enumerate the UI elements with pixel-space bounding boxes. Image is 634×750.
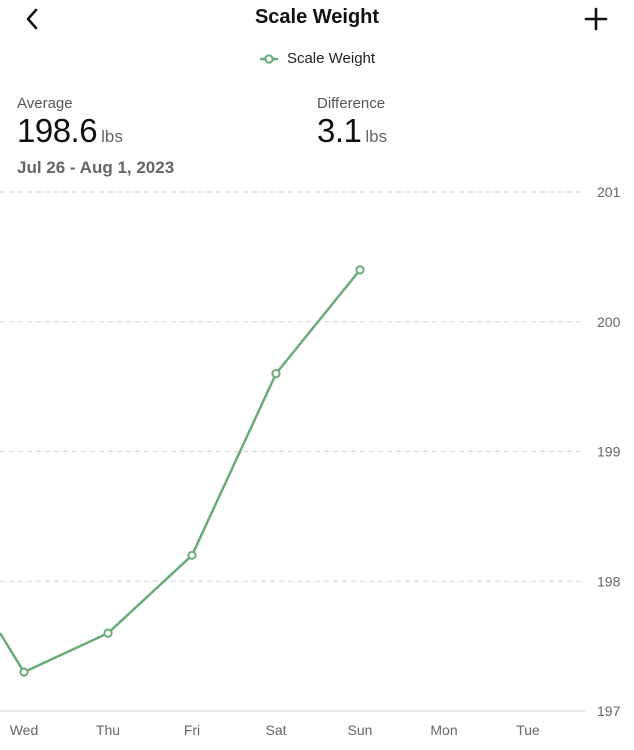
average-label: Average: [17, 95, 73, 112]
data-point[interactable]: [271, 369, 281, 379]
average-stat: Average 198.6 lbs Jul 26 - Aug 1, 2023: [17, 95, 174, 178]
difference-value: 3.1: [317, 112, 362, 149]
average-value: 198.6: [17, 112, 98, 149]
y-tick-label: 199: [597, 444, 621, 460]
x-tick-label: Mon: [430, 722, 457, 738]
data-point[interactable]: [187, 550, 197, 560]
page-title: Scale Weight: [254, 6, 380, 28]
data-point[interactable]: [103, 628, 113, 638]
difference-label: Difference: [317, 95, 386, 112]
header: Scale Weight: [0, 0, 634, 40]
x-tick-label: Wed: [10, 722, 39, 738]
y-tick-label: 201: [597, 184, 621, 200]
average-value-row: 198.6 lbs: [17, 114, 174, 154]
legend-label: Scale Weight: [286, 50, 376, 67]
difference-stat: Difference 3.1 lbs: [317, 95, 387, 154]
data-point[interactable]: [19, 667, 29, 677]
x-tick-label: Thu: [96, 722, 120, 738]
difference-unit: lbs: [365, 127, 388, 146]
series-line: [0, 269, 361, 674]
legend-line-marker-icon: [259, 53, 278, 64]
chevron-left-icon[interactable]: [18, 4, 48, 34]
y-tick-label: 200: [597, 314, 621, 330]
legend[interactable]: Scale Weight: [0, 50, 634, 69]
plus-icon[interactable]: [580, 4, 612, 34]
y-tick-label: 198: [597, 573, 621, 589]
x-tick-label: Sat: [265, 722, 286, 738]
data-point[interactable]: [355, 265, 365, 275]
average-unit: lbs: [101, 127, 123, 146]
x-tick-label: Sun: [348, 722, 373, 738]
difference-value-row: 3.1 lbs: [317, 114, 387, 154]
date-range[interactable]: Jul 26 - Aug 1, 2023: [17, 158, 175, 177]
x-tick-label: Fri: [184, 722, 200, 738]
y-tick-label: 197: [597, 703, 621, 719]
x-tick-label: Tue: [516, 722, 540, 738]
